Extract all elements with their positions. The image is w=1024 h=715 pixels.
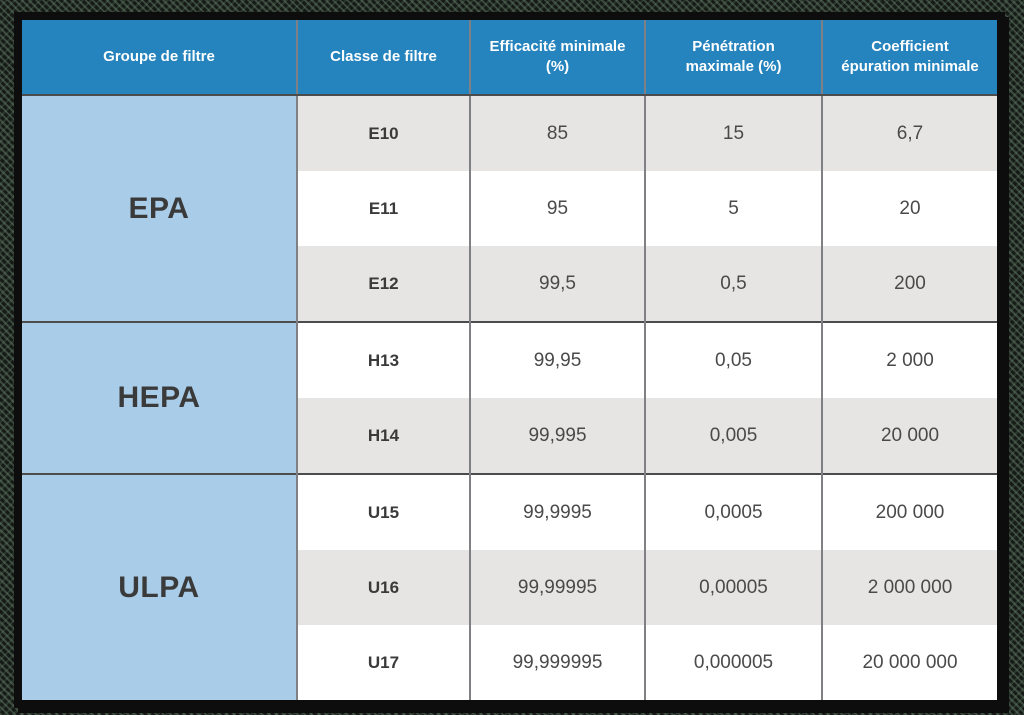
penetration-cell-h14: 0,005 — [644, 398, 822, 474]
column-header-penetration-maximale: Pénétration maximale (%) — [644, 20, 822, 96]
efficacite-cell-e11: 95 — [469, 171, 645, 246]
efficacite-cell-u17: 99,999995 — [469, 625, 645, 700]
coefficient-cell-u16: 2 000 000 — [821, 550, 997, 625]
table-row-h14: H14 99,995 0,005 20 000 — [22, 398, 997, 474]
table-row-u16: U16 99,99995 0,00005 2 000 000 — [22, 550, 997, 625]
classe-cell-e11: E11 — [296, 171, 470, 246]
penetration-cell-e11: 5 — [644, 171, 822, 246]
group-cell-epa: EPA — [22, 95, 297, 322]
coefficient-cell-e11: 20 — [821, 171, 997, 246]
table-row-u17: U17 99,999995 0,000005 20 000 000 — [22, 625, 997, 700]
efficacite-cell-e10: 85 — [469, 95, 645, 171]
column-header-efficacite-minimale: Efficacité minimale (%) — [469, 20, 645, 96]
penetration-cell-u15: 0,0005 — [644, 473, 822, 550]
classe-cell-h14: H14 — [296, 398, 470, 474]
coefficient-cell-h14: 20 000 — [821, 398, 997, 474]
column-header-coefficient-epuration: Coefficient épuration minimale — [821, 20, 997, 96]
penetration-cell-h13: 0,05 — [644, 321, 822, 398]
efficacite-cell-u15: 99,9995 — [469, 473, 645, 550]
coefficient-cell-u17: 20 000 000 — [821, 625, 997, 700]
classe-cell-u16: U16 — [296, 550, 470, 625]
header-row: Groupe de filtre Classe de filtre Effica… — [22, 20, 997, 96]
table-row-e12: E12 99,5 0,5 200 — [22, 246, 997, 322]
group-cell-ulpa: ULPA — [22, 473, 297, 700]
table-row-u15: ULPA U15 99,9995 0,0005 200 000 — [22, 473, 997, 700]
penetration-cell-e12: 0,5 — [644, 246, 822, 322]
table-row-e10: EPA E10 85 15 6,7 — [22, 95, 997, 322]
coefficient-cell-e12: 200 — [821, 246, 997, 322]
coefficient-cell-h13: 2 000 — [821, 321, 997, 398]
table-row-e11: E11 95 5 20 — [22, 171, 997, 246]
column-header-groupe-de-filtre: Groupe de filtre — [22, 20, 297, 96]
penetration-cell-u16: 0,00005 — [644, 550, 822, 625]
filter-table: Groupe de filtre Classe de filtre Effica… — [22, 20, 997, 700]
efficacite-cell-h14: 99,995 — [469, 398, 645, 474]
classe-cell-e12: E12 — [296, 246, 470, 322]
penetration-cell-u17: 0,000005 — [644, 625, 822, 700]
efficacite-cell-u16: 99,99995 — [469, 550, 645, 625]
efficacite-cell-e12: 99,5 — [469, 246, 645, 322]
column-header-classe-de-filtre: Classe de filtre — [296, 20, 470, 96]
efficacite-cell-h13: 99,95 — [469, 321, 645, 398]
classe-cell-u17: U17 — [296, 625, 470, 700]
group-cell-hepa: HEPA — [22, 321, 297, 474]
filter-classification-table: Groupe de filtre Classe de filtre Effica… — [14, 12, 1005, 708]
classe-cell-u15: U15 — [296, 473, 470, 550]
classe-cell-h13: H13 — [296, 321, 470, 398]
table-row-h13: HEPA H13 99,95 0,05 2 000 — [22, 321, 997, 474]
coefficient-cell-u15: 200 000 — [821, 473, 997, 550]
penetration-cell-e10: 15 — [644, 95, 822, 171]
coefficient-cell-e10: 6,7 — [821, 95, 997, 171]
classe-cell-e10: E10 — [296, 95, 470, 171]
